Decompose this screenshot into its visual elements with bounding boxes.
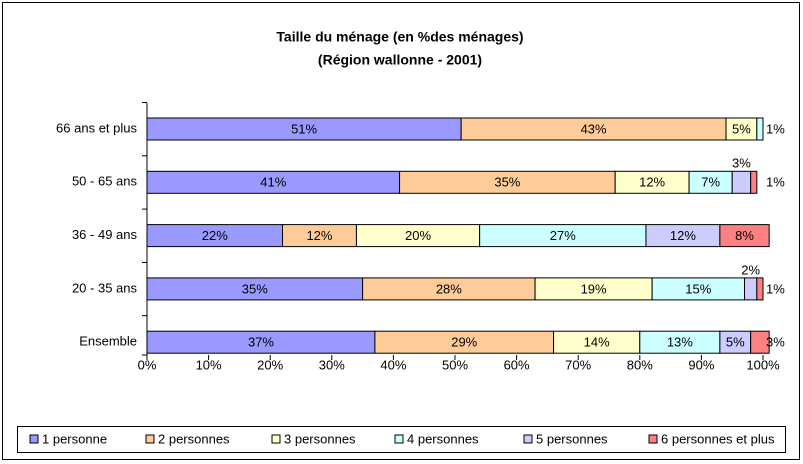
data-label: 14% — [584, 335, 610, 350]
legend-label: 5 personnes — [536, 431, 608, 446]
data-label: 13% — [667, 335, 693, 350]
data-label: 1% — [766, 121, 785, 136]
data-label: 51% — [291, 121, 317, 136]
bar-segment — [756, 277, 764, 301]
legend-label: 2 personnes — [158, 431, 230, 446]
x-tick-label: 30% — [319, 357, 345, 372]
data-label: 29% — [451, 335, 477, 350]
legend-swatch — [145, 434, 155, 444]
data-label: 8% — [735, 228, 754, 243]
data-label: 12% — [306, 228, 332, 243]
legend-swatch — [394, 434, 404, 444]
x-tick-label: 100% — [746, 357, 780, 372]
bar-segment — [756, 117, 764, 141]
data-label: 35% — [494, 175, 520, 190]
data-label: 5% — [726, 335, 745, 350]
legend-swatch — [523, 434, 533, 444]
y-tick-label: 20 - 35 ans — [72, 280, 138, 295]
data-label: 5% — [732, 121, 751, 136]
chart-title: Taille du ménage (en %des ménages) — [276, 29, 523, 45]
legend-swatch — [648, 434, 658, 444]
y-tick-label: Ensemble — [79, 334, 137, 349]
data-label: 27% — [550, 228, 576, 243]
y-tick-label: 50 - 65 ans — [72, 174, 138, 189]
bar-segment — [744, 277, 758, 301]
data-label: 37% — [248, 335, 274, 350]
data-label: 41% — [260, 175, 286, 190]
bar-segment — [731, 170, 752, 194]
bar-segment — [750, 170, 758, 194]
legend-swatch — [29, 434, 39, 444]
data-label: 1% — [766, 175, 785, 190]
legend-label: 4 personnes — [407, 431, 479, 446]
chart-subtitle: (Région wallonne - 2001) — [318, 52, 482, 68]
x-tick-label: 80% — [627, 357, 653, 372]
x-tick-label: 70% — [565, 357, 591, 372]
x-tick-label: 50% — [442, 357, 468, 372]
x-tick-label: 20% — [257, 357, 283, 372]
x-tick-label: 90% — [688, 357, 714, 372]
data-label: 3% — [732, 156, 751, 171]
data-label: 20% — [405, 228, 431, 243]
data-label: 15% — [685, 281, 711, 296]
data-label: 7% — [701, 175, 720, 190]
data-label: 19% — [581, 281, 607, 296]
x-tick-label: 10% — [196, 357, 222, 372]
data-label: 22% — [202, 228, 228, 243]
bar-segment — [750, 330, 770, 354]
data-label: 3% — [766, 335, 785, 350]
data-label: 1% — [766, 281, 785, 296]
x-tick-label: 40% — [380, 357, 406, 372]
data-label: 28% — [436, 281, 462, 296]
data-label: 12% — [639, 175, 665, 190]
y-tick-label: 66 ans et plus — [56, 120, 137, 135]
data-label: 2% — [741, 262, 760, 277]
x-tick-label: 0% — [138, 357, 157, 372]
data-label: 43% — [581, 121, 607, 136]
data-label: 35% — [242, 281, 268, 296]
legend-label: 6 personnes et plus — [661, 431, 775, 446]
y-tick-label: 36 - 49 ans — [72, 227, 138, 242]
bar-segment — [719, 224, 770, 248]
data-label: 12% — [670, 228, 696, 243]
legend-label: 1 personne — [42, 431, 107, 446]
x-tick-label: 60% — [504, 357, 530, 372]
legend-swatch — [271, 434, 281, 444]
legend-label: 3 personnes — [284, 431, 356, 446]
